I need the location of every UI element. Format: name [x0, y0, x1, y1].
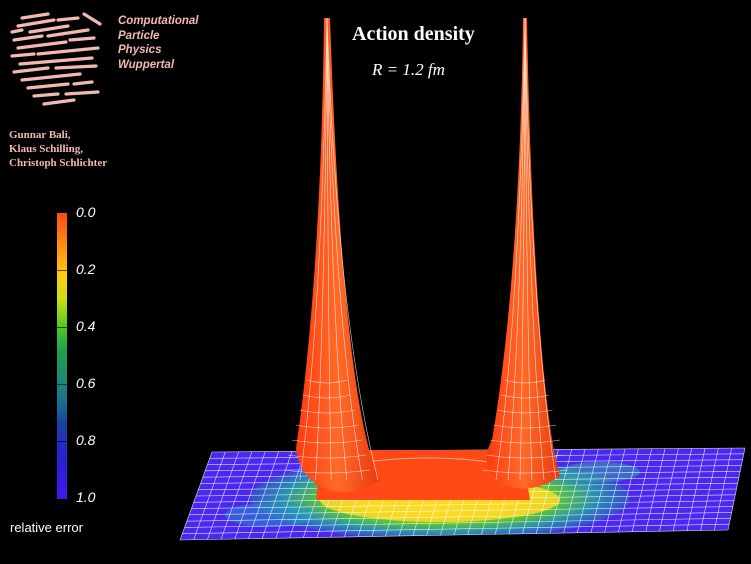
left-flux-peak [296, 18, 380, 493]
lab-name: Computational Particle Physics Wuppertal [118, 14, 199, 72]
lab-line: Computational [118, 15, 199, 27]
author-name: Christoph Schlichter [9, 157, 108, 169]
lab-line: Particle [118, 29, 160, 42]
author-name: Gunnar Bali, [9, 129, 71, 141]
colorbar-label: 0.6 [76, 375, 96, 391]
colorbar-tick [57, 270, 67, 271]
plot-subtitle: R = 1.2 fm [372, 60, 445, 79]
wuppertal-lion-logo [10, 12, 102, 106]
colorbar-label: 0.0 [76, 204, 96, 220]
colorbar-caption: relative error [10, 520, 83, 535]
colorbar-tick [57, 384, 67, 385]
colorbar-label: 0.2 [76, 261, 96, 277]
author-name: Klaus Schilling, [9, 143, 83, 155]
plot-title: Action density [352, 23, 475, 45]
colorbar-tick [57, 441, 67, 442]
lab-line: Physics [118, 44, 162, 56]
colorbar-label: 1.0 [76, 489, 96, 505]
peak-mesh [284, 17, 568, 481]
lab-line: Wuppertal [118, 58, 175, 71]
colorbar [57, 213, 67, 499]
colorbar-label: 0.8 [76, 432, 96, 448]
authors: Gunnar Bali, Klaus Schilling, Christoph … [9, 128, 107, 170]
colorbar-tick [57, 327, 67, 328]
colorbar-label: 0.4 [76, 318, 96, 334]
